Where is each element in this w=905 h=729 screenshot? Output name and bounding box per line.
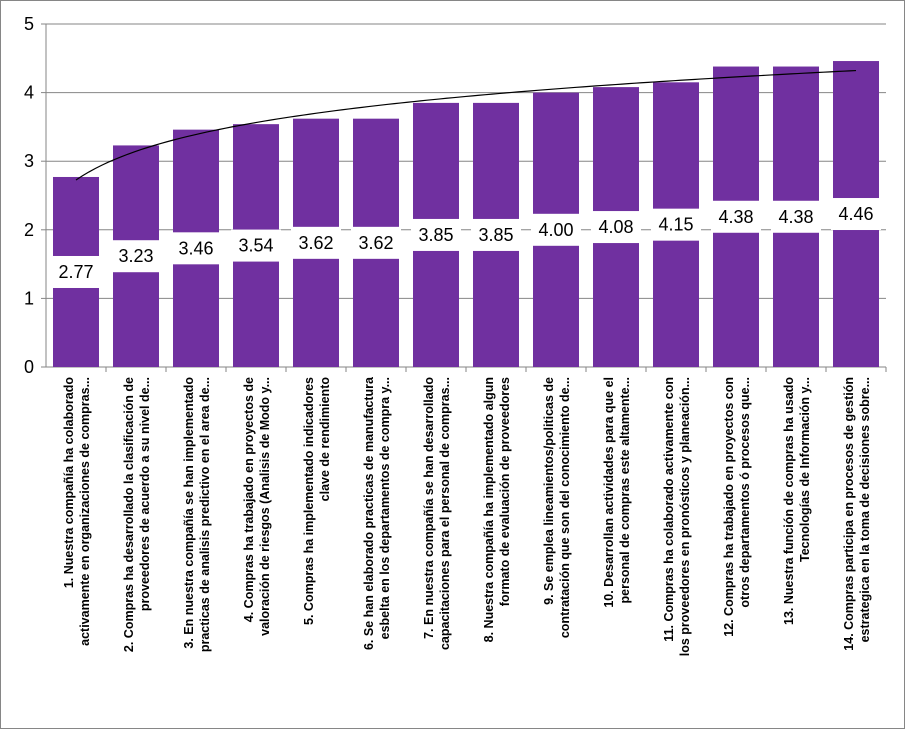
y-tick-label: 4 bbox=[24, 83, 34, 103]
data-label: 3.85 bbox=[478, 225, 513, 245]
data-label: 3.62 bbox=[298, 233, 333, 253]
data-label-box bbox=[711, 200, 761, 233]
category-label-line: los proveedores en pronósticos y planeac… bbox=[678, 377, 692, 656]
category-label-line: contratación que son del conocimiento de… bbox=[558, 377, 572, 638]
category-label-line: practicas de analisis predictivo en el a… bbox=[198, 377, 212, 652]
data-label: 4.46 bbox=[838, 204, 873, 224]
category-label-line: 2. Compras ha desarrollado la clasificac… bbox=[122, 377, 136, 652]
category-label-line: 10. Desarrollan actividades para que el bbox=[602, 377, 616, 608]
category-label: 7. En nuestra compañía se han desarrolla… bbox=[422, 377, 452, 650]
category-label-line: otros departamentos ó procesos que... bbox=[738, 377, 752, 608]
category-label: 6. Se han elaborado practicas de manufac… bbox=[362, 376, 392, 650]
category-label-line: personal de compras este altamente... bbox=[618, 377, 632, 603]
y-tick-label: 2 bbox=[24, 220, 34, 240]
data-label-box bbox=[531, 213, 581, 246]
category-label-line: 14. Compras participa en procesos de ges… bbox=[842, 377, 856, 651]
category-label-line: valoración de riesgos (Analisis de Modo … bbox=[258, 377, 272, 636]
category-label: 12. Compras ha trabajado en proyectos co… bbox=[722, 377, 752, 637]
data-label-box bbox=[411, 218, 461, 251]
data-label-box bbox=[51, 255, 101, 288]
y-tick-label: 0 bbox=[24, 357, 34, 377]
category-label: 11. Compras ha colaborado activamente co… bbox=[662, 377, 692, 656]
y-tick-label: 5 bbox=[24, 14, 34, 34]
category-label-line: 6. Se han elaborado practicas de manufac… bbox=[362, 376, 376, 650]
data-label: 2.77 bbox=[58, 262, 93, 282]
category-label-line: formato de evaluación de proveedores bbox=[498, 377, 512, 606]
category-label-line: estrategica en la toma de decisiones sob… bbox=[858, 377, 872, 642]
category-label-line: 12. Compras ha trabajado en proyectos co… bbox=[722, 377, 736, 637]
category-label: 4. Compras ha trabajado en proyectos de v… bbox=[242, 377, 272, 636]
data-label: 3.46 bbox=[178, 238, 213, 258]
category-label: 9. Se emplea lineamientos/politicas de co… bbox=[542, 377, 572, 638]
data-label-box bbox=[231, 229, 281, 262]
category-label-line: 3. En nuestra compañía se han implementa… bbox=[182, 377, 196, 649]
data-label: 4.00 bbox=[538, 220, 573, 240]
data-label-box bbox=[111, 240, 161, 273]
category-label: 5. Compras ha implementado indicadores cl… bbox=[302, 377, 332, 625]
category-label-line: 4. Compras ha trabajado en proyectos de bbox=[242, 377, 256, 622]
category-label: 8. Nuestra compañía ha implementado algu… bbox=[482, 377, 512, 642]
data-label: 4.15 bbox=[658, 215, 693, 235]
category-label-line: esbelta en los departamentos de compra y… bbox=[378, 377, 392, 639]
category-label: 14. Compras participa en procesos de ges… bbox=[842, 377, 872, 651]
category-label: 2. Compras ha desarrollado la clasificac… bbox=[122, 377, 152, 652]
category-label-line: activamente en organizaciones de compras… bbox=[78, 377, 92, 646]
category-label: 1. Nuestra compañía ha colaborado activam… bbox=[62, 377, 92, 646]
category-label: 3. En nuestra compañía se han implementa… bbox=[182, 377, 212, 652]
data-label: 4.38 bbox=[778, 207, 813, 227]
category-label: 13. Nuestra función de compras ha usado T… bbox=[782, 377, 812, 625]
data-label: 3.85 bbox=[418, 225, 453, 245]
category-label-line: 5. Compras ha implementado indicadores bbox=[302, 377, 316, 625]
trendline bbox=[75, 69, 857, 181]
category-label-line: 11. Compras ha colaborado activamente co… bbox=[662, 377, 676, 642]
data-label-box bbox=[771, 200, 821, 233]
data-label-box bbox=[591, 211, 641, 244]
data-label-box bbox=[651, 208, 701, 241]
category-label-line: Tecnologías de Información y... bbox=[798, 377, 812, 562]
data-label: 3.54 bbox=[238, 236, 273, 256]
data-label-box bbox=[831, 198, 881, 231]
data-label-box bbox=[171, 232, 221, 265]
category-label-line: 9. Se emplea lineamientos/politicas de bbox=[542, 377, 556, 605]
category-label-line: 13. Nuestra función de compras ha usado bbox=[782, 377, 796, 625]
category-label-line: capacitaciones para el personal de compr… bbox=[438, 377, 452, 650]
data-label: 4.08 bbox=[598, 217, 633, 237]
category-label-line: proveedores de acuerdo a su nivel de... bbox=[138, 377, 152, 611]
data-label-box bbox=[471, 218, 521, 251]
data-label: 4.38 bbox=[718, 207, 753, 227]
y-tick-label: 1 bbox=[24, 288, 34, 308]
data-label: 3.62 bbox=[358, 233, 393, 253]
data-label-box bbox=[351, 226, 401, 259]
category-label-line: 8. Nuestra compañía ha implementado algu… bbox=[482, 377, 496, 642]
category-label: 10. Desarrollan actividades para que el p… bbox=[602, 377, 632, 608]
data-label-box bbox=[291, 226, 341, 259]
data-label: 3.23 bbox=[118, 246, 153, 266]
y-tick-label: 3 bbox=[24, 151, 34, 171]
category-label-line: clave de rendimiento bbox=[318, 377, 332, 502]
category-label-line: 7. En nuestra compañía se han desarrolla… bbox=[422, 377, 436, 639]
category-label-line: 1. Nuestra compañía ha colaborado bbox=[62, 377, 76, 589]
